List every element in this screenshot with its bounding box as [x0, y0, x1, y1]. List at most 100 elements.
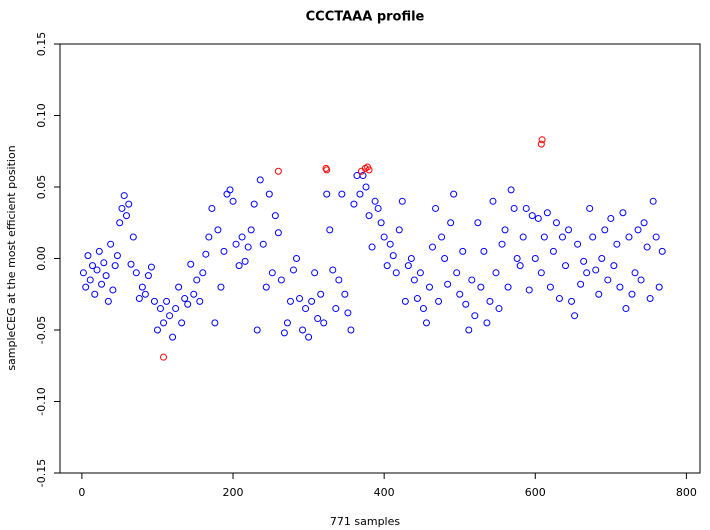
- point: [552, 219, 560, 227]
- point: [462, 300, 470, 308]
- point: [122, 212, 130, 220]
- point: [299, 326, 307, 334]
- point: [595, 290, 603, 298]
- point: [613, 240, 621, 248]
- point: [377, 219, 385, 227]
- point: [253, 326, 261, 334]
- point: [163, 297, 171, 305]
- point: [127, 260, 135, 268]
- point: [226, 186, 234, 194]
- point: [214, 226, 222, 234]
- point: [271, 212, 279, 220]
- point: [429, 243, 437, 251]
- point: [84, 252, 92, 260]
- point: [129, 233, 137, 241]
- point: [229, 197, 237, 205]
- x-axis-label: 771 samples: [330, 515, 400, 528]
- point: [302, 305, 310, 313]
- point: [156, 305, 164, 313]
- point: [79, 269, 87, 277]
- point: [649, 197, 657, 205]
- point: [109, 286, 117, 294]
- point: [280, 329, 288, 337]
- point: [416, 269, 424, 277]
- point: [268, 269, 276, 277]
- x-tick-label: 400: [374, 486, 395, 499]
- point: [326, 226, 334, 234]
- point: [380, 233, 388, 241]
- point: [652, 233, 660, 241]
- x-tick-label: 600: [525, 486, 546, 499]
- point: [474, 219, 482, 227]
- point: [104, 297, 112, 305]
- point: [317, 290, 325, 298]
- point: [471, 312, 479, 320]
- point: [153, 326, 161, 334]
- point: [537, 140, 545, 148]
- point: [107, 240, 115, 248]
- point: [347, 326, 355, 334]
- point: [118, 204, 126, 212]
- point: [100, 259, 108, 267]
- point: [144, 272, 152, 280]
- y-tick-label: -0.10: [35, 387, 48, 415]
- point: [504, 283, 512, 291]
- x-tick-label: 0: [78, 486, 85, 499]
- point: [568, 297, 576, 305]
- point: [601, 226, 609, 234]
- y-tick-label: 0.00: [35, 246, 48, 271]
- chart-title: CCCTAAA profile: [306, 10, 425, 25]
- point: [549, 247, 557, 255]
- x-tick-label: 800: [676, 486, 697, 499]
- point: [184, 300, 192, 308]
- point: [538, 136, 546, 144]
- point: [438, 233, 446, 241]
- point: [598, 255, 606, 262]
- point: [492, 269, 500, 277]
- point: [410, 276, 418, 284]
- point: [116, 219, 124, 227]
- point: [565, 226, 573, 234]
- point: [196, 297, 204, 305]
- point: [371, 197, 379, 205]
- point: [305, 333, 313, 341]
- point: [308, 297, 316, 305]
- point: [510, 204, 518, 212]
- point: [574, 240, 582, 248]
- point: [283, 319, 291, 327]
- point: [577, 280, 585, 288]
- point: [622, 305, 630, 313]
- point: [501, 226, 509, 234]
- point: [365, 166, 373, 174]
- point: [169, 333, 177, 341]
- point: [86, 276, 94, 284]
- point: [658, 247, 666, 255]
- point: [450, 190, 458, 198]
- point: [610, 262, 618, 270]
- point: [368, 243, 376, 251]
- point: [314, 315, 322, 323]
- point: [132, 269, 140, 277]
- point: [98, 280, 106, 288]
- point: [441, 255, 449, 262]
- point: [332, 305, 340, 313]
- point: [655, 283, 663, 291]
- point: [286, 297, 294, 305]
- y-axis-label: sampleCEG at the most efficient position: [5, 145, 18, 370]
- point: [223, 190, 231, 198]
- point: [528, 212, 536, 220]
- point: [531, 255, 539, 262]
- point: [432, 204, 440, 212]
- point: [386, 240, 394, 248]
- point: [507, 186, 515, 194]
- point: [477, 283, 485, 291]
- point: [202, 250, 210, 258]
- point: [93, 266, 101, 274]
- point: [293, 255, 301, 262]
- point: [607, 214, 615, 222]
- point: [277, 276, 285, 284]
- point: [435, 297, 443, 305]
- point: [634, 226, 642, 234]
- point: [586, 204, 594, 212]
